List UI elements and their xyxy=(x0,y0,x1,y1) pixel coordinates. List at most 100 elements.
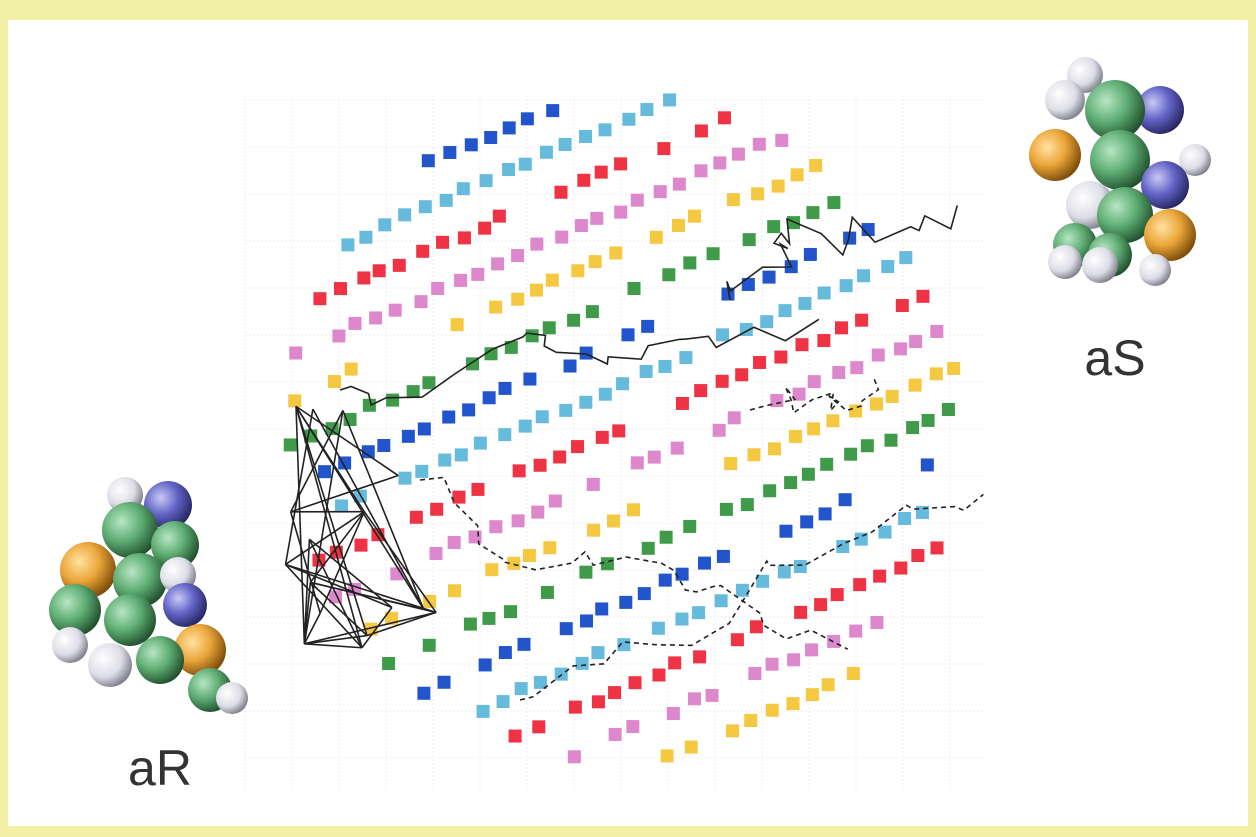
square xyxy=(482,391,496,405)
square xyxy=(641,319,655,333)
square xyxy=(478,658,492,672)
square xyxy=(694,384,708,398)
square xyxy=(725,724,739,738)
square xyxy=(719,502,733,516)
square xyxy=(653,185,667,199)
square xyxy=(476,704,490,718)
square xyxy=(724,457,738,471)
square xyxy=(684,740,698,754)
square xyxy=(421,154,435,168)
square xyxy=(652,668,666,682)
label-as: aS xyxy=(1084,330,1145,386)
square xyxy=(473,436,487,450)
square xyxy=(318,465,332,479)
square xyxy=(838,493,852,507)
square xyxy=(531,505,545,519)
square xyxy=(663,93,677,107)
square xyxy=(820,457,834,471)
square xyxy=(523,372,537,386)
square xyxy=(482,611,496,625)
square xyxy=(619,595,633,609)
square xyxy=(628,676,642,690)
square xyxy=(801,467,815,481)
square xyxy=(401,429,415,443)
cluster-edge xyxy=(309,581,368,637)
square xyxy=(714,594,728,608)
cluster-edge xyxy=(308,538,393,609)
square xyxy=(386,393,400,407)
square xyxy=(726,193,740,207)
square xyxy=(747,448,761,462)
square xyxy=(748,666,762,680)
square xyxy=(794,605,808,619)
path-lines xyxy=(284,205,984,701)
square xyxy=(751,187,765,201)
square xyxy=(792,387,806,401)
square xyxy=(471,482,485,496)
square xyxy=(617,638,631,652)
square xyxy=(793,560,807,574)
square xyxy=(504,340,518,354)
cluster-edge xyxy=(285,563,393,609)
square xyxy=(795,338,809,352)
square xyxy=(498,646,512,660)
cluster-edge xyxy=(304,643,363,649)
square xyxy=(563,359,577,373)
square xyxy=(846,666,860,680)
cluster-edge xyxy=(290,474,399,513)
square xyxy=(693,650,707,664)
square xyxy=(762,270,776,284)
square xyxy=(443,145,457,159)
square xyxy=(429,546,443,560)
square xyxy=(641,541,655,555)
square xyxy=(850,361,864,375)
square xyxy=(767,220,781,234)
square xyxy=(542,321,556,335)
square xyxy=(406,385,420,399)
cluster-edge xyxy=(295,405,425,610)
square xyxy=(818,507,832,521)
square xyxy=(671,219,685,233)
square xyxy=(941,402,955,416)
square xyxy=(586,477,600,491)
square xyxy=(343,412,357,426)
square xyxy=(660,749,674,763)
cluster-edge xyxy=(309,511,365,583)
square xyxy=(741,277,755,291)
square xyxy=(588,255,602,269)
square xyxy=(675,612,689,626)
square xyxy=(614,205,628,219)
cluster-edge xyxy=(310,581,437,614)
square xyxy=(439,193,453,207)
square xyxy=(798,296,812,310)
square xyxy=(827,196,841,210)
square xyxy=(590,211,604,225)
cluster-edge xyxy=(363,511,437,613)
square xyxy=(595,602,609,616)
square xyxy=(731,147,745,161)
square xyxy=(288,394,302,408)
cluster-edge xyxy=(285,511,365,566)
square xyxy=(705,688,719,702)
square xyxy=(735,368,749,382)
square xyxy=(378,218,392,232)
square xyxy=(683,519,697,533)
square xyxy=(574,219,588,233)
square xyxy=(448,584,462,598)
square xyxy=(885,389,899,403)
square xyxy=(568,700,582,714)
cluster-edge xyxy=(295,406,368,636)
square xyxy=(779,524,793,538)
square xyxy=(498,428,512,442)
square xyxy=(454,448,468,462)
cluster-edge xyxy=(303,539,311,644)
square xyxy=(357,271,371,285)
square xyxy=(717,111,731,125)
square xyxy=(492,209,506,223)
square xyxy=(431,281,445,295)
square xyxy=(555,230,569,244)
square xyxy=(639,364,653,378)
square xyxy=(740,498,754,512)
square xyxy=(517,637,531,651)
square xyxy=(694,124,708,138)
